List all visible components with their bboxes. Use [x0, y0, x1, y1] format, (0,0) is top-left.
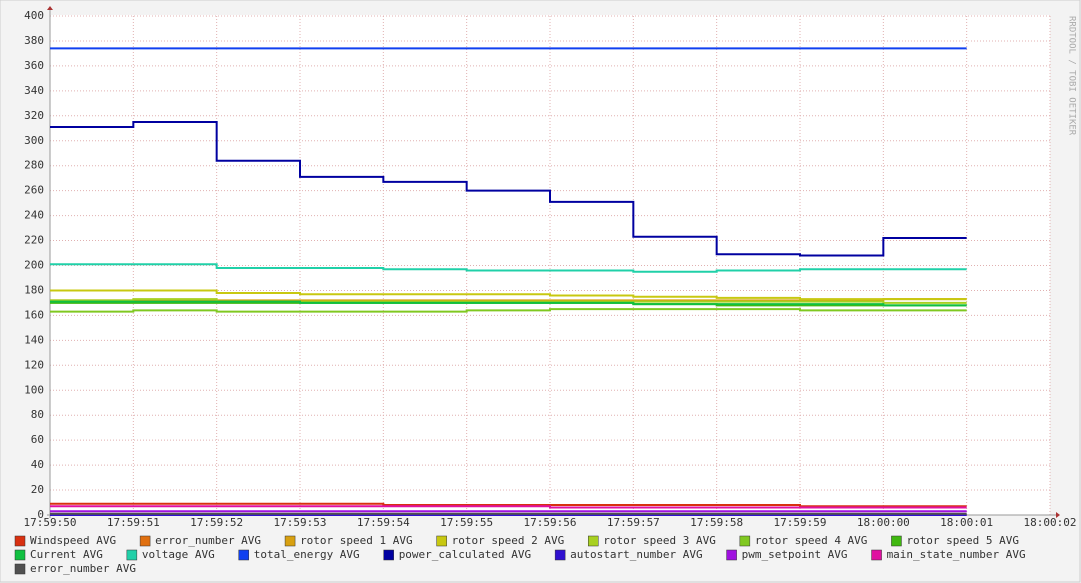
y-tick-label: 260	[24, 184, 44, 197]
y-tick-label: 200	[24, 259, 44, 272]
legend-swatch	[238, 549, 249, 561]
y-tick-label: 160	[24, 308, 44, 321]
legend-label: voltage AVG	[142, 548, 215, 561]
y-tick-label: 400	[24, 9, 44, 22]
y-tick-label: 340	[24, 84, 44, 97]
y-tick-label: 280	[24, 159, 44, 172]
axis-arrow	[1056, 512, 1060, 518]
y-tick-label: 40	[31, 458, 44, 471]
x-tick-label: 18:00:01	[940, 516, 993, 529]
series-line	[50, 289, 967, 301]
series-line	[50, 300, 967, 307]
legend-swatch	[739, 535, 751, 547]
y-tick-label: 60	[31, 433, 44, 446]
legend-swatch	[871, 549, 882, 561]
x-tick-label: 18:00:00	[857, 516, 910, 529]
legend-swatch	[139, 535, 151, 547]
series-line	[50, 502, 967, 508]
y-tick-label: 140	[24, 333, 44, 346]
series-line	[50, 263, 967, 273]
series-line	[50, 121, 967, 257]
axis-arrow	[47, 6, 53, 10]
y-tick-label: 180	[24, 283, 44, 296]
x-tick-label: 17:59:51	[107, 516, 160, 529]
x-tick-label: 17:59:50	[24, 516, 77, 529]
legend-label: rotor speed 3 AVG	[603, 534, 716, 547]
legend-swatch	[14, 563, 26, 575]
x-tick-label: 17:59:59	[774, 516, 827, 529]
legend-swatch	[284, 535, 296, 547]
legend-label: Current AVG	[30, 548, 103, 561]
x-tick-label: 17:59:57	[607, 516, 660, 529]
legend-label: error_number AVG	[155, 534, 261, 547]
y-tick-label: 320	[24, 109, 44, 122]
legend-label: autostart_number AVG	[570, 548, 702, 561]
legend-swatch	[14, 549, 26, 561]
x-tick-label: 17:59:55	[440, 516, 493, 529]
y-tick-label: 20	[31, 483, 44, 496]
legend-swatch	[554, 549, 566, 561]
legend-swatch	[126, 549, 138, 561]
legend-swatch	[891, 535, 902, 547]
y-tick-label: 240	[24, 209, 44, 222]
legend-label: rotor speed 5 AVG	[906, 534, 1019, 547]
y-tick-label: 300	[24, 134, 44, 147]
x-tick-label: 17:59:58	[690, 516, 743, 529]
legend-label: rotor speed 4 AVG	[755, 534, 868, 547]
legend-swatch	[383, 549, 394, 561]
y-tick-label: 0	[37, 508, 44, 521]
x-tick-label: 17:59:54	[357, 516, 410, 529]
watermark: RRDTOOL / TOBI OETIKER	[1067, 16, 1077, 136]
legend-swatch	[14, 535, 26, 547]
legend-label: rotor speed 2 AVG	[452, 534, 565, 547]
legend-label: pwm_setpoint AVG	[742, 548, 848, 561]
x-tick-label: 17:59:52	[190, 516, 243, 529]
series-line	[50, 298, 967, 304]
legend-label: power_calculated AVG	[399, 548, 531, 561]
legend-label: total_energy AVG	[254, 548, 360, 561]
series-line	[50, 505, 967, 509]
legend-label: rotor speed 1 AVG	[300, 534, 413, 547]
series-line	[50, 308, 967, 313]
y-tick-label: 100	[24, 383, 44, 396]
y-tick-label: 220	[24, 234, 44, 247]
legend-swatch	[436, 535, 447, 547]
x-tick-label: 17:59:56	[524, 516, 577, 529]
legend-swatch	[726, 549, 737, 561]
y-tick-label: 80	[31, 408, 44, 421]
x-tick-label: 17:59:53	[274, 516, 327, 529]
x-tick-label: 18:00:02	[1024, 516, 1077, 529]
legend-label: Windspeed AVG	[30, 534, 116, 547]
y-tick-label: 120	[24, 358, 44, 371]
y-tick-label: 380	[24, 34, 44, 47]
legend-label: error_number AVG	[30, 562, 136, 575]
legend-swatch	[588, 535, 599, 547]
y-tick-label: 360	[24, 59, 44, 72]
legend-label: main_state_number AVG	[887, 548, 1026, 561]
